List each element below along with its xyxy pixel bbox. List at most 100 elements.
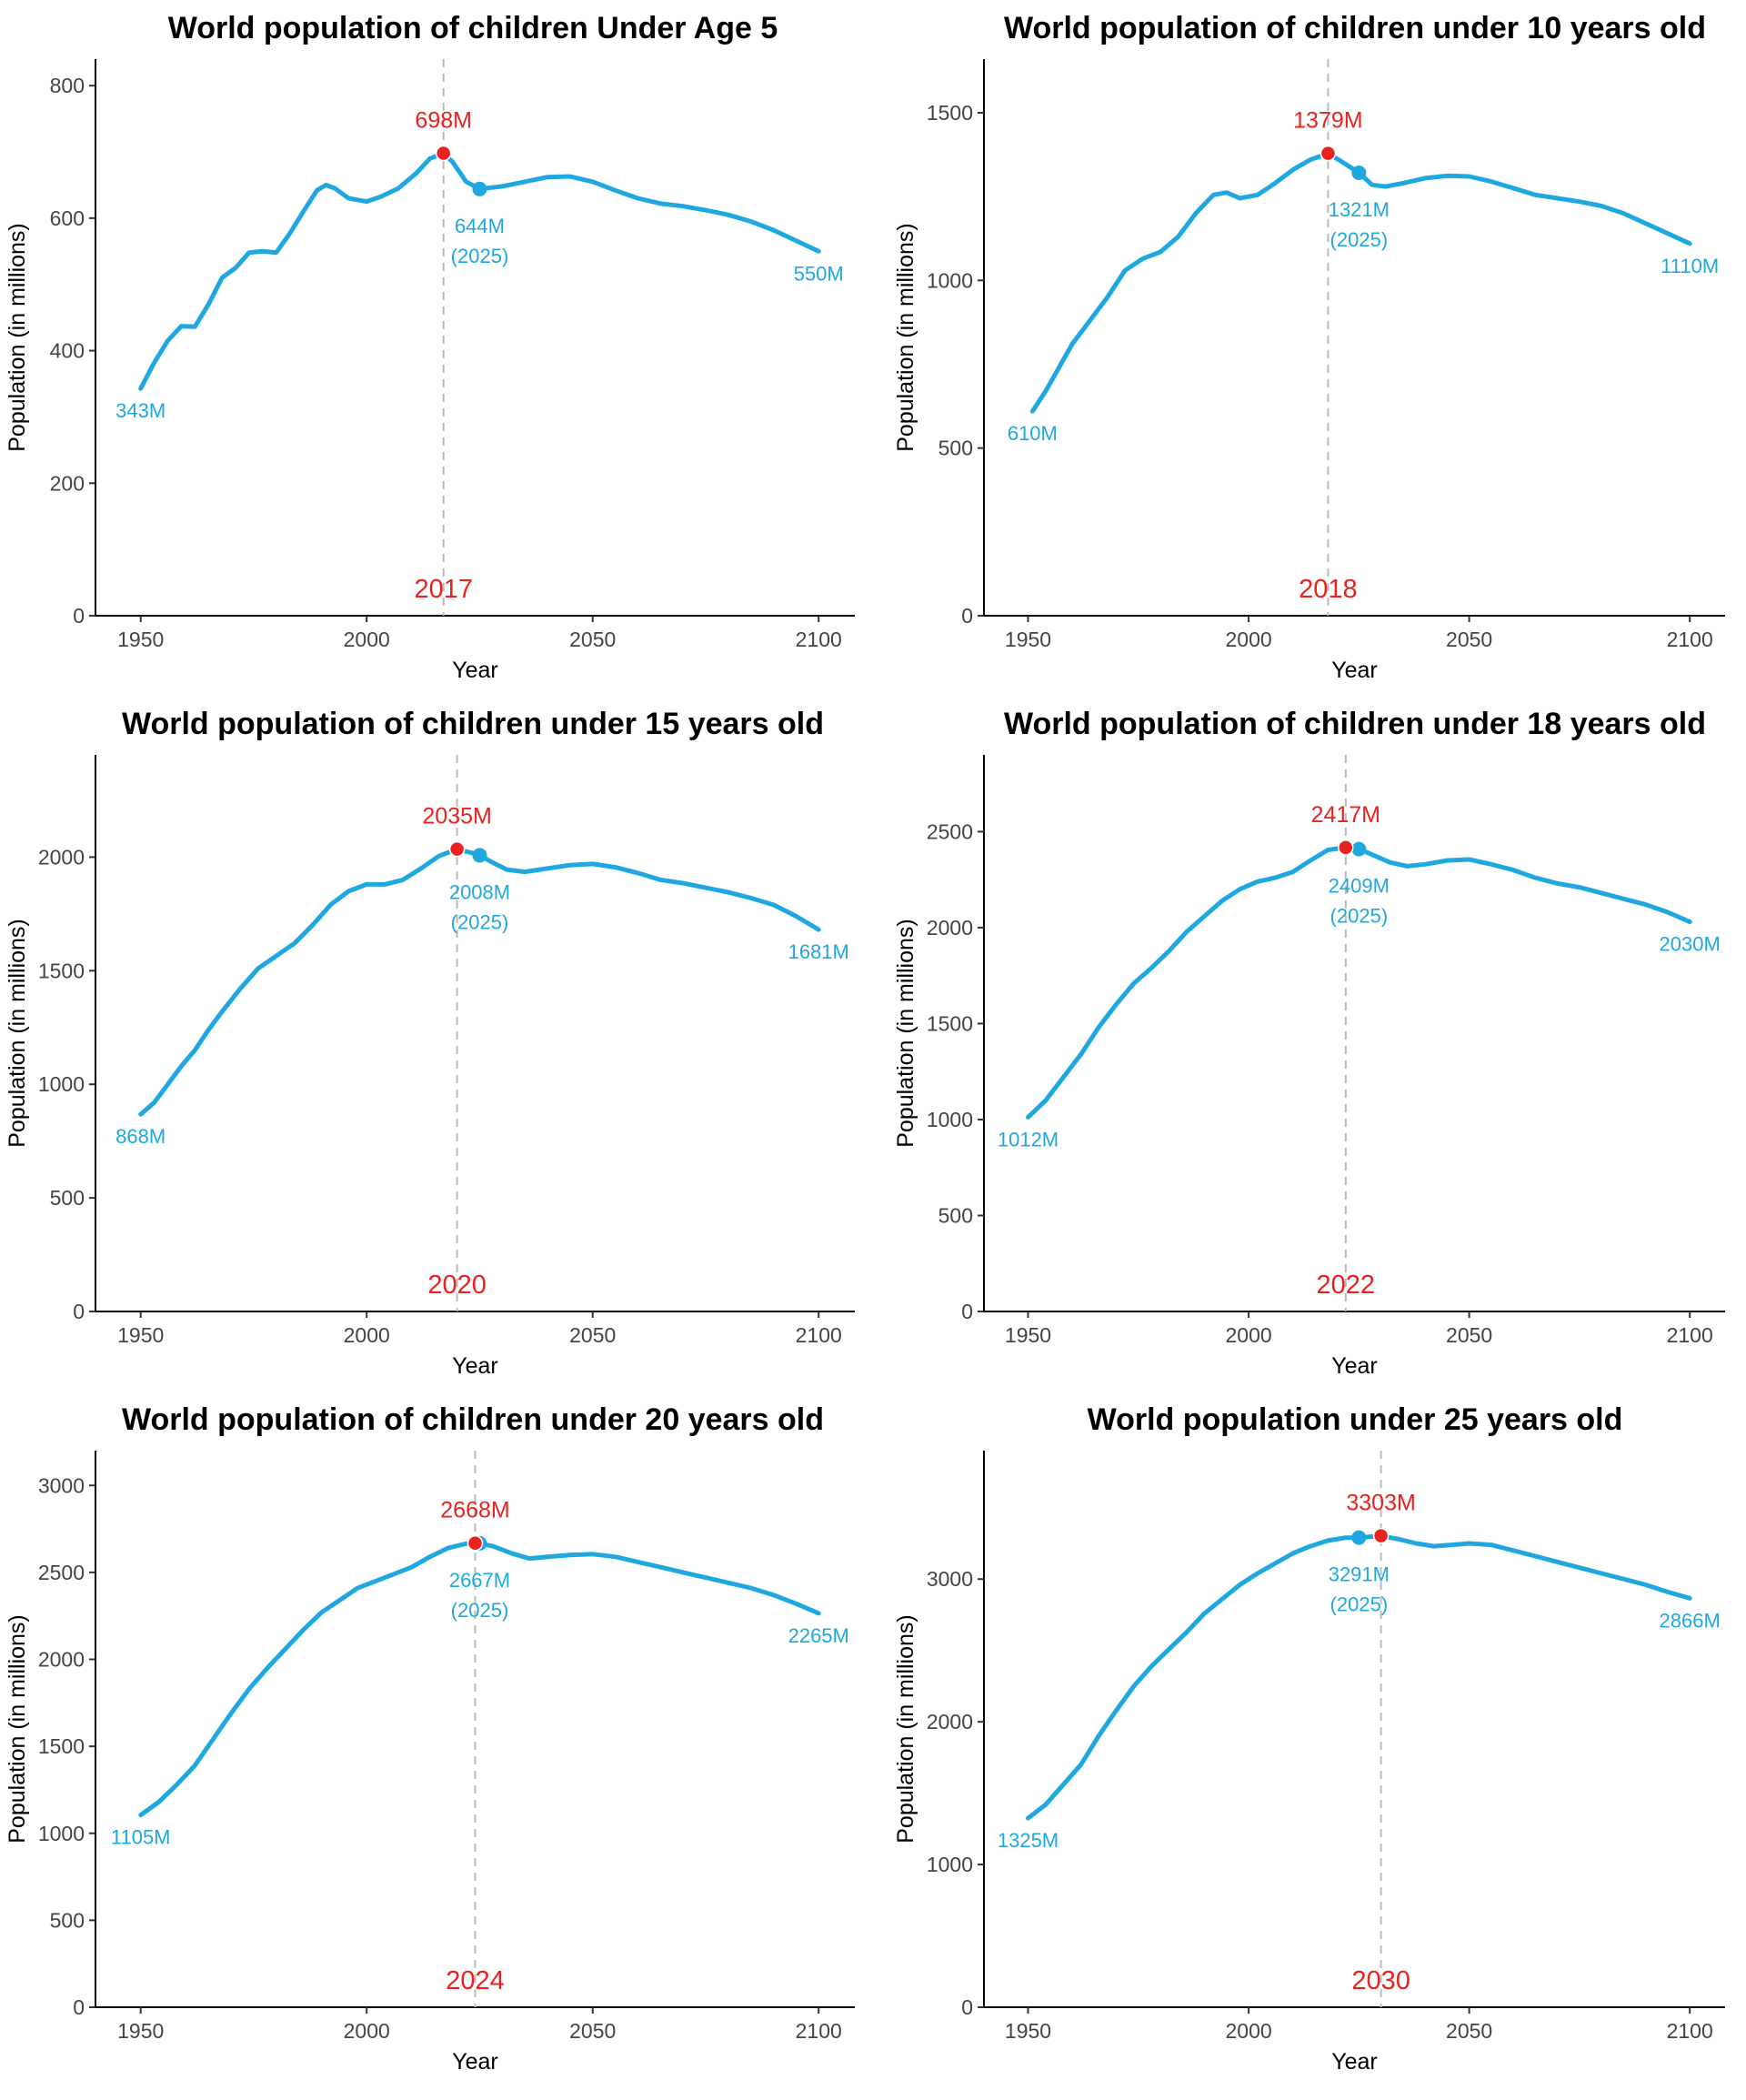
current-year-label: (2025) bbox=[451, 1599, 509, 1622]
x-tick-label: 2100 bbox=[796, 1323, 842, 1347]
x-tick-label: 2050 bbox=[569, 628, 616, 651]
chart-title: World population of children under 15 ye… bbox=[122, 707, 824, 741]
chart-panel-4: World population of children under 18 ye… bbox=[893, 707, 1725, 1379]
chart-title: World population of children under 20 ye… bbox=[122, 1402, 824, 1437]
series-line bbox=[138, 847, 821, 1117]
x-tick-label: 2050 bbox=[1446, 628, 1492, 651]
chart-title: World population under 25 years old bbox=[1088, 1402, 1623, 1437]
y-tick-label: 2000 bbox=[927, 1710, 973, 1733]
current-year-label: (2025) bbox=[1330, 1593, 1389, 1616]
end-value-label: 2866M bbox=[1660, 1609, 1721, 1632]
current-point bbox=[472, 181, 487, 196]
x-tick-label: 1950 bbox=[117, 628, 164, 651]
y-tick-label: 0 bbox=[73, 1300, 85, 1323]
y-tick-label: 2000 bbox=[38, 845, 85, 869]
chart-panel-3: World population of children under 15 ye… bbox=[5, 707, 855, 1379]
current-year-label: (2025) bbox=[451, 910, 509, 933]
end-value-label: 550M bbox=[794, 262, 844, 285]
peak-year-label: 2017 bbox=[414, 575, 473, 604]
chart-panel-6: World population under 25 years old 1950 2… bbox=[893, 1402, 1725, 2075]
x-axis-label: Year bbox=[1331, 2049, 1378, 2075]
y-tick-label: 1000 bbox=[38, 1822, 85, 1845]
y-tick-label: 800 bbox=[50, 74, 85, 97]
y-tick-label: 1500 bbox=[38, 959, 85, 982]
x-tick-label: 1950 bbox=[1005, 628, 1051, 651]
end-value-label: 2265M bbox=[788, 1624, 849, 1647]
start-value-label: 868M bbox=[115, 1125, 166, 1148]
current-point bbox=[1351, 1530, 1367, 1545]
peak-value-label: 3303M bbox=[1346, 1491, 1415, 1516]
series-line bbox=[1029, 151, 1692, 414]
current-point bbox=[472, 848, 487, 863]
y-tick-label: 500 bbox=[938, 437, 973, 460]
y-tick-label: 0 bbox=[961, 1300, 973, 1323]
peak-value-label: 2417M bbox=[1311, 802, 1380, 828]
chart-panel-2: World population of children under 10 ye… bbox=[893, 11, 1725, 683]
y-tick-label: 0 bbox=[961, 1995, 973, 2019]
peak-value-label: 698M bbox=[415, 107, 472, 133]
y-tick-label: 1000 bbox=[927, 1853, 973, 1876]
y-tick-label: 1500 bbox=[927, 1011, 973, 1035]
y-tick-label: 500 bbox=[50, 1186, 85, 1210]
x-tick-label: 2100 bbox=[1667, 2019, 1713, 2043]
peak-point bbox=[1320, 145, 1337, 162]
current-year-label: (2025) bbox=[1330, 905, 1389, 928]
y-tick-label: 2500 bbox=[927, 819, 973, 843]
peak-point bbox=[435, 145, 452, 162]
x-tick-label: 2050 bbox=[569, 2019, 616, 2043]
start-value-label: 1105M bbox=[111, 1826, 171, 1849]
current-value-label: 3291M bbox=[1329, 1563, 1390, 1586]
y-tick-label: 1000 bbox=[38, 1072, 85, 1096]
x-tick-label: 2100 bbox=[1667, 1323, 1713, 1347]
peak-point bbox=[467, 1534, 484, 1552]
y-tick-label: 2000 bbox=[927, 916, 973, 939]
peak-year-label: 2018 bbox=[1299, 575, 1358, 604]
peak-year-label: 2020 bbox=[427, 1271, 487, 1300]
y-axis-label: Population (in millions) bbox=[5, 1614, 30, 1844]
peak-year-label: 2022 bbox=[1317, 1271, 1376, 1300]
current-value-label: 1321M bbox=[1329, 198, 1390, 221]
y-tick-label: 0 bbox=[961, 604, 973, 628]
end-value-label: 1110M bbox=[1661, 255, 1719, 277]
chart-panel-1: World population of children Under Age 5… bbox=[5, 11, 855, 683]
start-value-label: 610M bbox=[1008, 422, 1058, 445]
y-axis-label: Population (in millions) bbox=[893, 223, 918, 452]
peak-value-label: 1379M bbox=[1293, 108, 1362, 134]
current-year-label: (2025) bbox=[1330, 228, 1389, 251]
x-tick-label: 2100 bbox=[796, 2019, 842, 2043]
x-axis-label: Year bbox=[452, 658, 498, 683]
y-tick-label: 0 bbox=[73, 1995, 85, 2019]
peak-point bbox=[1338, 839, 1354, 856]
y-tick-label: 1000 bbox=[927, 268, 973, 292]
peak-value-label: 2035M bbox=[422, 804, 491, 829]
y-tick-label: 3000 bbox=[927, 1567, 973, 1591]
y-tick-label: 400 bbox=[50, 339, 85, 363]
x-axis-label: Year bbox=[1331, 658, 1378, 683]
x-tick-label: 2000 bbox=[1225, 2019, 1271, 2043]
current-value-label: 2409M bbox=[1329, 875, 1390, 898]
peak-year-label: 2030 bbox=[1351, 1966, 1410, 1995]
start-value-label: 1325M bbox=[998, 1829, 1059, 1852]
x-tick-label: 1950 bbox=[1005, 2019, 1051, 2043]
y-tick-label: 3000 bbox=[38, 1473, 85, 1497]
series-line bbox=[138, 151, 821, 391]
chart-title: World population of children under 10 ye… bbox=[1004, 11, 1706, 45]
peak-year-label: 2024 bbox=[446, 1966, 505, 1995]
chart-title: World population of children under 18 ye… bbox=[1004, 707, 1706, 741]
peak-point bbox=[448, 840, 466, 858]
x-axis-label: Year bbox=[452, 2049, 498, 2075]
y-tick-label: 1500 bbox=[38, 1734, 85, 1758]
current-point bbox=[1351, 165, 1367, 180]
start-value-label: 343M bbox=[115, 399, 166, 422]
x-tick-label: 2100 bbox=[1667, 628, 1713, 651]
peak-value-label: 2668M bbox=[440, 1498, 509, 1523]
end-value-label: 2030M bbox=[1660, 933, 1721, 956]
end-value-label: 1681M bbox=[788, 940, 849, 963]
x-tick-label: 1950 bbox=[117, 2019, 164, 2043]
current-year-label: (2025) bbox=[451, 245, 509, 267]
y-axis-label: Population (in millions) bbox=[893, 919, 918, 1148]
y-axis-label: Population (in millions) bbox=[5, 223, 30, 452]
current-value-label: 2008M bbox=[449, 880, 510, 903]
